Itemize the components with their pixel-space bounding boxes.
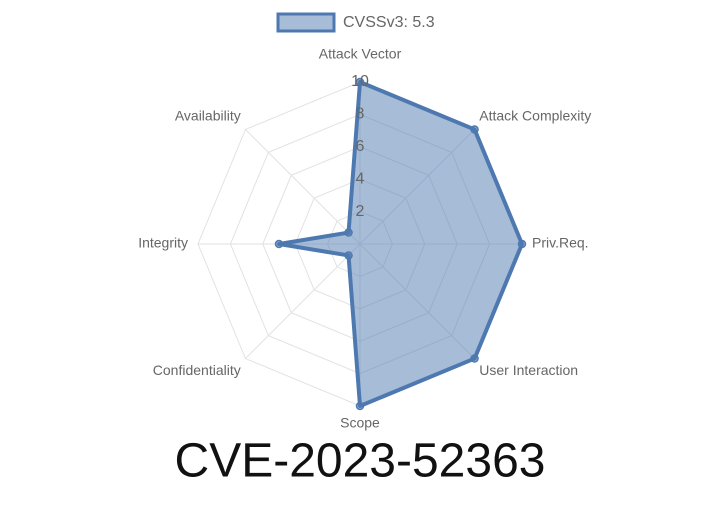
legend-label: CVSSv3: 5.3 <box>343 14 435 31</box>
axis-label: Confidentiality <box>153 362 241 378</box>
axis-line <box>245 243 361 359</box>
axis-label: User Interaction <box>479 362 578 378</box>
data-point <box>355 77 365 87</box>
data-point <box>355 401 365 411</box>
axis-label: Availability <box>175 107 241 123</box>
data-point <box>470 354 479 363</box>
data-point <box>274 239 284 249</box>
r-tick-label: 2 <box>356 203 365 220</box>
axis-label: Attack Vector <box>319 46 402 62</box>
data-point <box>344 251 353 260</box>
data-point <box>470 125 479 134</box>
series-area <box>277 80 524 408</box>
axis-label: Attack Complexity <box>479 107 591 123</box>
r-tick-label: 10 <box>351 73 369 90</box>
data-point <box>517 239 527 249</box>
axis-label: Scope <box>340 415 380 431</box>
r-tick-label: 8 <box>356 106 365 123</box>
axis-label: Integrity <box>138 235 188 251</box>
r-tick-label: 6 <box>356 138 365 155</box>
legend-swatch <box>276 12 336 33</box>
data-point <box>344 228 353 237</box>
axis-label: Priv.Req. <box>532 235 589 251</box>
axis-line <box>245 129 361 245</box>
r-tick-label: 4 <box>356 170 365 187</box>
chart-title: CVE-2023-52363 <box>175 435 546 488</box>
